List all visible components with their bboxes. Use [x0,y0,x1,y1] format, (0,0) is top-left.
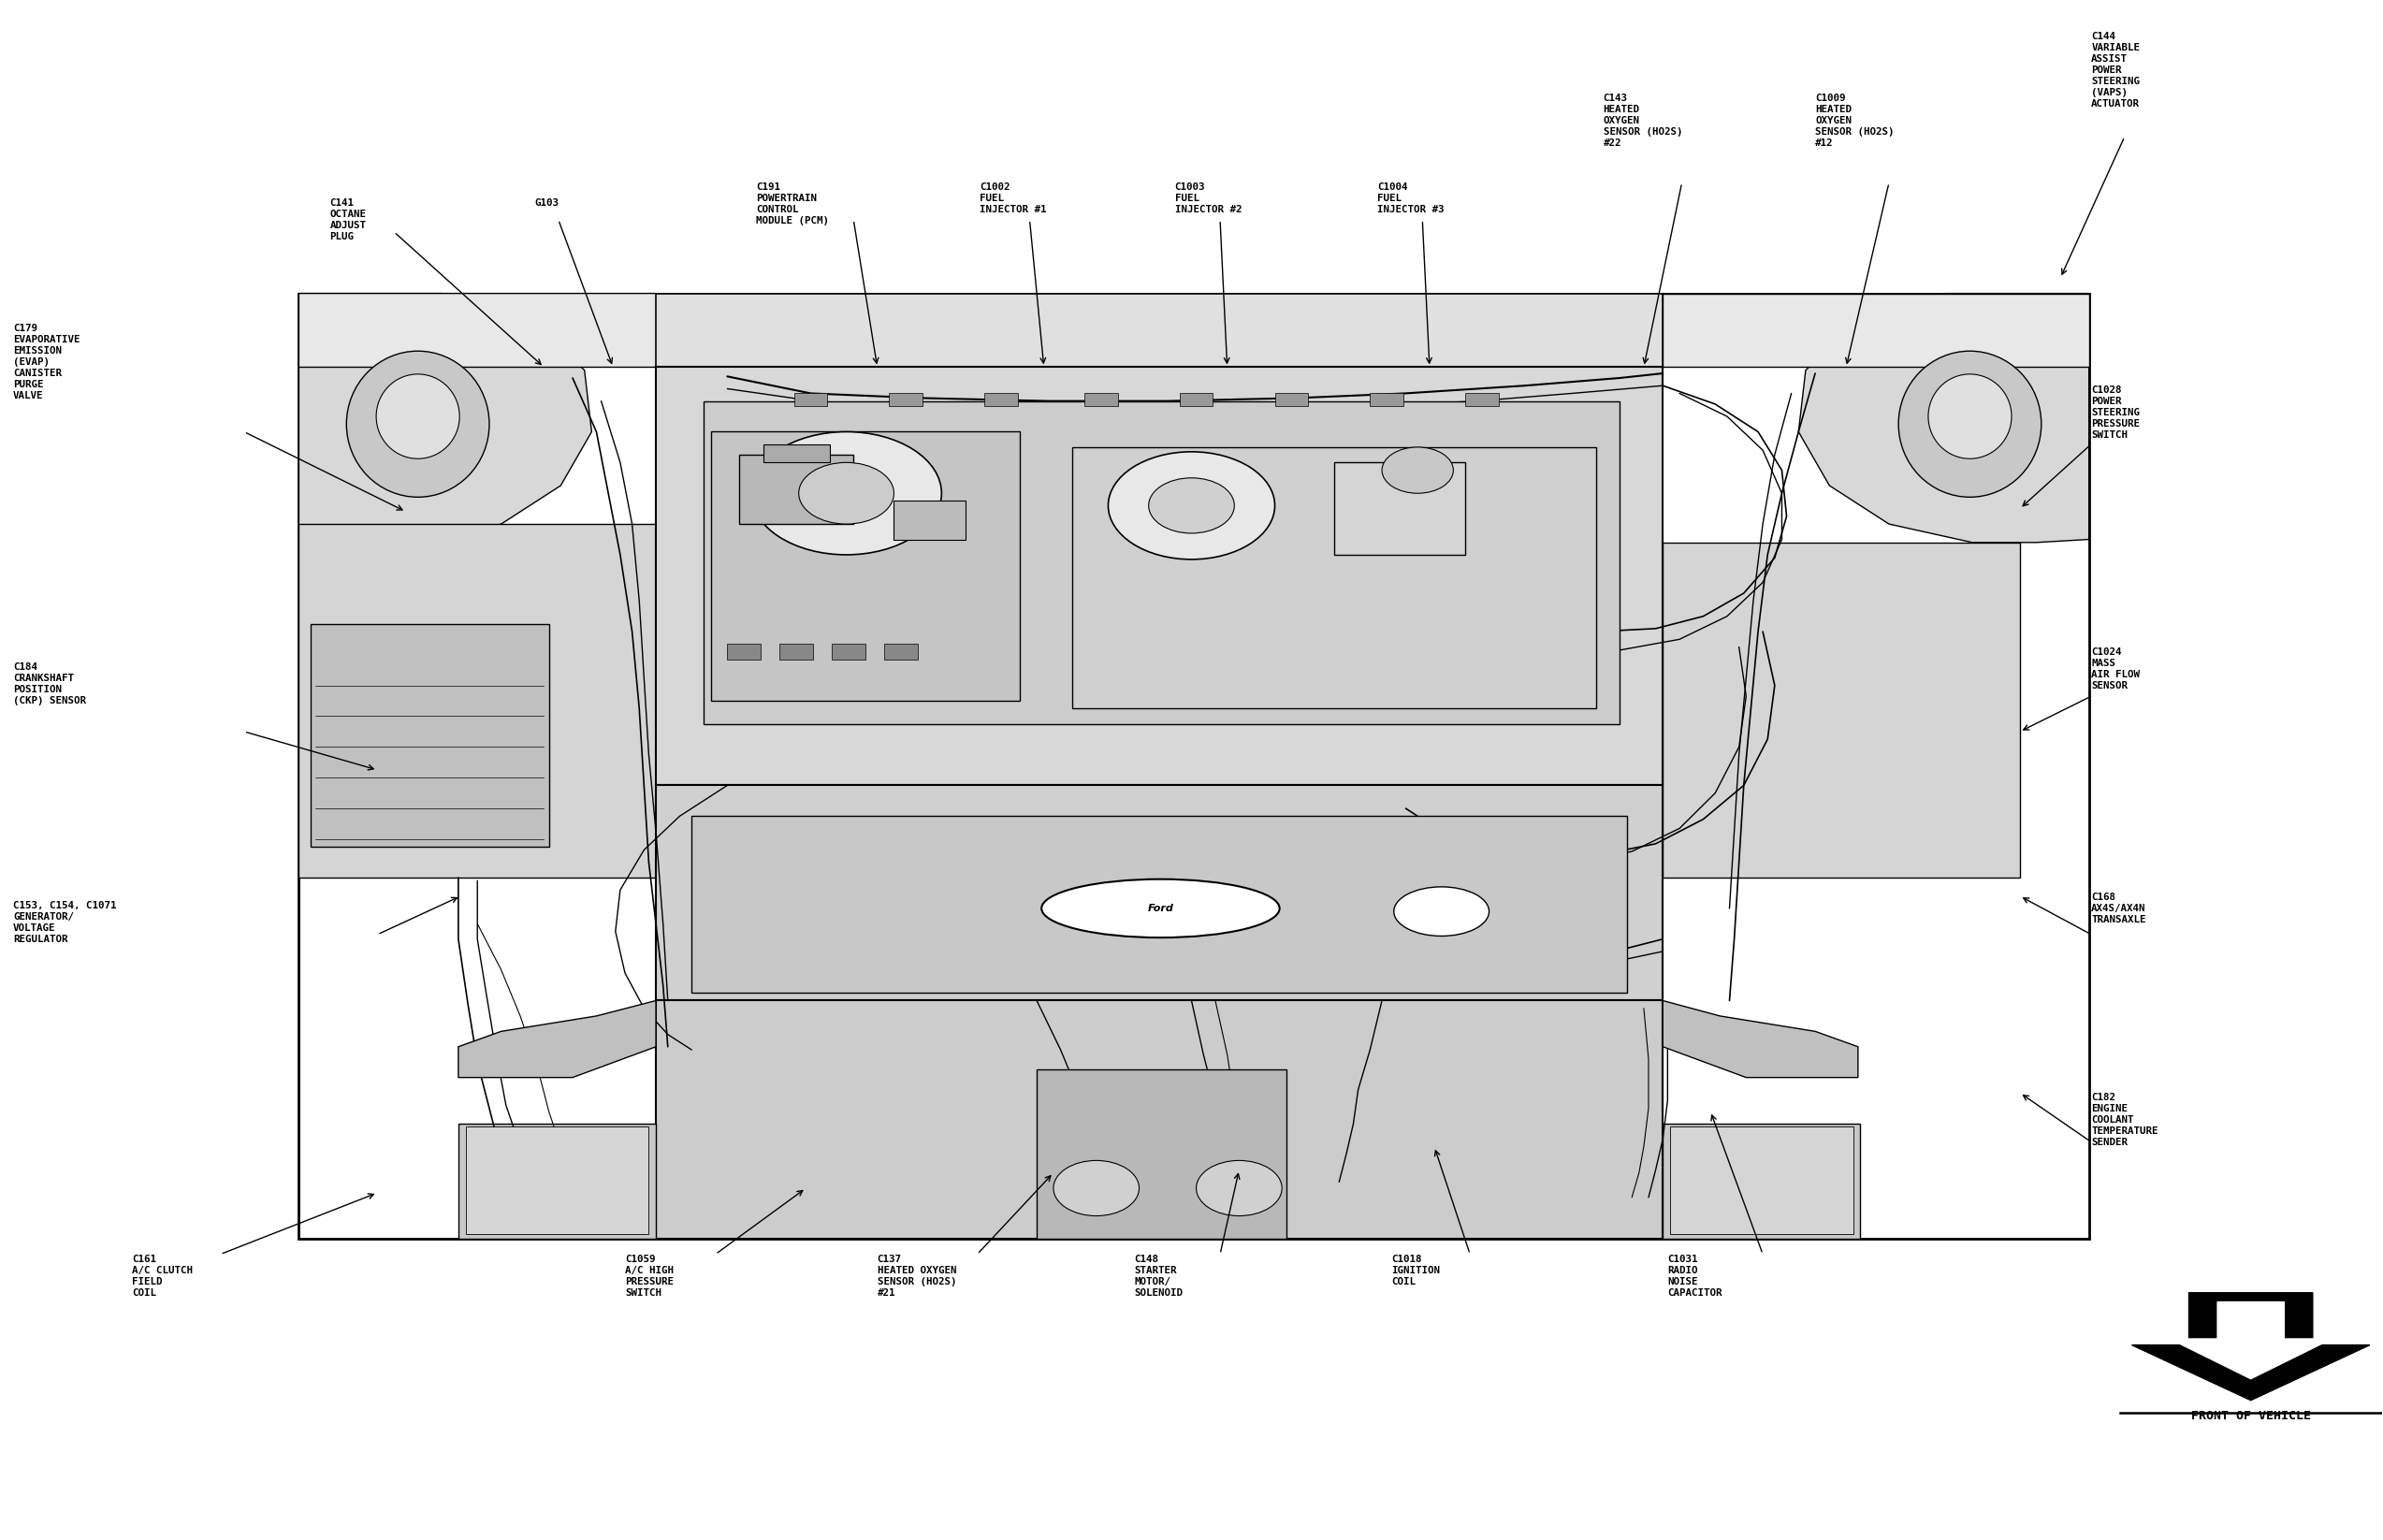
Polygon shape [298,294,727,367]
FancyBboxPatch shape [655,294,1663,367]
FancyBboxPatch shape [691,816,1628,993]
Ellipse shape [1394,887,1489,936]
Text: C1059
A/C HIGH
PRESSURE
SWITCH: C1059 A/C HIGH PRESSURE SWITCH [624,1254,674,1297]
Text: C1009
HEATED
OXYGEN
SENSOR (HO2S)
#12: C1009 HEATED OXYGEN SENSOR (HO2S) #12 [1816,94,1894,148]
Circle shape [1053,1161,1139,1217]
Ellipse shape [1928,374,2011,459]
FancyBboxPatch shape [763,444,829,462]
Text: C137
HEATED OXYGEN
SENSOR (HO2S)
#21: C137 HEATED OXYGEN SENSOR (HO2S) #21 [877,1254,956,1297]
FancyBboxPatch shape [1670,1127,1854,1234]
FancyBboxPatch shape [889,393,922,405]
Text: C182
ENGINE
COOLANT
TEMPERATURE
SENDER: C182 ENGINE COOLANT TEMPERATURE SENDER [2092,1093,2159,1147]
Text: C191
POWERTRAIN
CONTROL
MODULE (PCM): C191 POWERTRAIN CONTROL MODULE (PCM) [755,183,829,226]
FancyBboxPatch shape [984,393,1018,405]
Text: C141
OCTANE
ADJUST
PLUG: C141 OCTANE ADJUST PLUG [329,199,367,242]
Polygon shape [1663,1001,1859,1078]
FancyBboxPatch shape [884,644,917,659]
FancyBboxPatch shape [458,1124,655,1238]
FancyBboxPatch shape [832,644,865,659]
Text: C168
AX4S/AX4N
TRANSAXLE: C168 AX4S/AX4N TRANSAXLE [2092,893,2147,926]
Ellipse shape [1899,351,2042,497]
FancyBboxPatch shape [1663,542,2021,878]
FancyBboxPatch shape [310,624,548,847]
Circle shape [1108,451,1275,559]
Text: C143
HEATED
OXYGEN
SENSOR (HO2S)
#22: C143 HEATED OXYGEN SENSOR (HO2S) #22 [1604,94,1682,148]
Circle shape [751,431,941,554]
Circle shape [1196,1161,1282,1217]
Circle shape [798,462,894,524]
Text: C1028
POWER
STEERING
PRESSURE
SWITCH: C1028 POWER STEERING PRESSURE SWITCH [2092,385,2140,440]
FancyBboxPatch shape [779,644,813,659]
FancyBboxPatch shape [894,501,965,539]
Circle shape [1382,447,1454,493]
Circle shape [1149,477,1234,533]
Polygon shape [1663,294,2090,367]
FancyBboxPatch shape [298,294,2090,1238]
Text: C161
A/C CLUTCH
FIELD
COIL: C161 A/C CLUTCH FIELD COIL [131,1254,193,1297]
FancyBboxPatch shape [703,400,1620,724]
Text: FRONT OF VEHICLE: FRONT OF VEHICLE [2190,1409,2312,1421]
FancyBboxPatch shape [1334,462,1466,554]
FancyBboxPatch shape [1180,393,1213,405]
Text: C1018
IGNITION
COIL: C1018 IGNITION COIL [1392,1254,1439,1286]
FancyBboxPatch shape [1072,447,1597,708]
FancyBboxPatch shape [1037,1070,1287,1238]
Text: C184
CRANKSHAFT
POSITION
(CKP) SENSOR: C184 CRANKSHAFT POSITION (CKP) SENSOR [14,662,86,705]
Text: C179
EVAPORATIVE
EMISSION
(EVAP)
CANISTER
PURGE
VALVE: C179 EVAPORATIVE EMISSION (EVAP) CANISTE… [14,323,81,400]
FancyBboxPatch shape [1084,393,1118,405]
Text: G103: G103 [534,199,560,208]
Text: C153, C154, C1071
GENERATOR/
VOLTAGE
REGULATOR: C153, C154, C1071 GENERATOR/ VOLTAGE REG… [14,901,117,944]
Text: Ford: Ford [1149,904,1172,913]
Text: C148
STARTER
MOTOR/
SOLENOID: C148 STARTER MOTOR/ SOLENOID [1134,1254,1182,1297]
FancyBboxPatch shape [655,785,1663,1001]
FancyBboxPatch shape [727,644,760,659]
Text: C1002
FUEL
INJECTOR #1: C1002 FUEL INJECTOR #1 [979,183,1046,214]
Polygon shape [2133,1292,2369,1400]
Polygon shape [458,1001,655,1078]
FancyBboxPatch shape [298,524,655,878]
Ellipse shape [346,351,489,497]
Text: C1031
RADIO
NOISE
CAPACITOR: C1031 RADIO NOISE CAPACITOR [1668,1254,1723,1297]
FancyBboxPatch shape [1370,393,1404,405]
FancyBboxPatch shape [710,431,1020,701]
Text: C1003
FUEL
INJECTOR #2: C1003 FUEL INJECTOR #2 [1175,183,1242,214]
FancyBboxPatch shape [655,367,1663,785]
FancyBboxPatch shape [739,454,853,524]
FancyBboxPatch shape [465,1127,648,1234]
FancyBboxPatch shape [655,1001,1663,1238]
Polygon shape [1799,294,2090,542]
Ellipse shape [377,374,460,459]
FancyBboxPatch shape [1466,393,1499,405]
FancyBboxPatch shape [794,393,827,405]
Ellipse shape [1041,879,1280,938]
Polygon shape [298,294,591,542]
Text: C144
VARIABLE
ASSIST
POWER
STEERING
(VAPS)
ACTUATOR: C144 VARIABLE ASSIST POWER STEERING (VAP… [2092,32,2140,109]
Polygon shape [2171,1301,2331,1378]
Text: C1024
MASS
AIR FLOW
SENSOR: C1024 MASS AIR FLOW SENSOR [2092,647,2140,690]
FancyBboxPatch shape [1663,1124,1861,1238]
Text: C1004
FUEL
INJECTOR #3: C1004 FUEL INJECTOR #3 [1377,183,1444,214]
FancyBboxPatch shape [1275,393,1308,405]
